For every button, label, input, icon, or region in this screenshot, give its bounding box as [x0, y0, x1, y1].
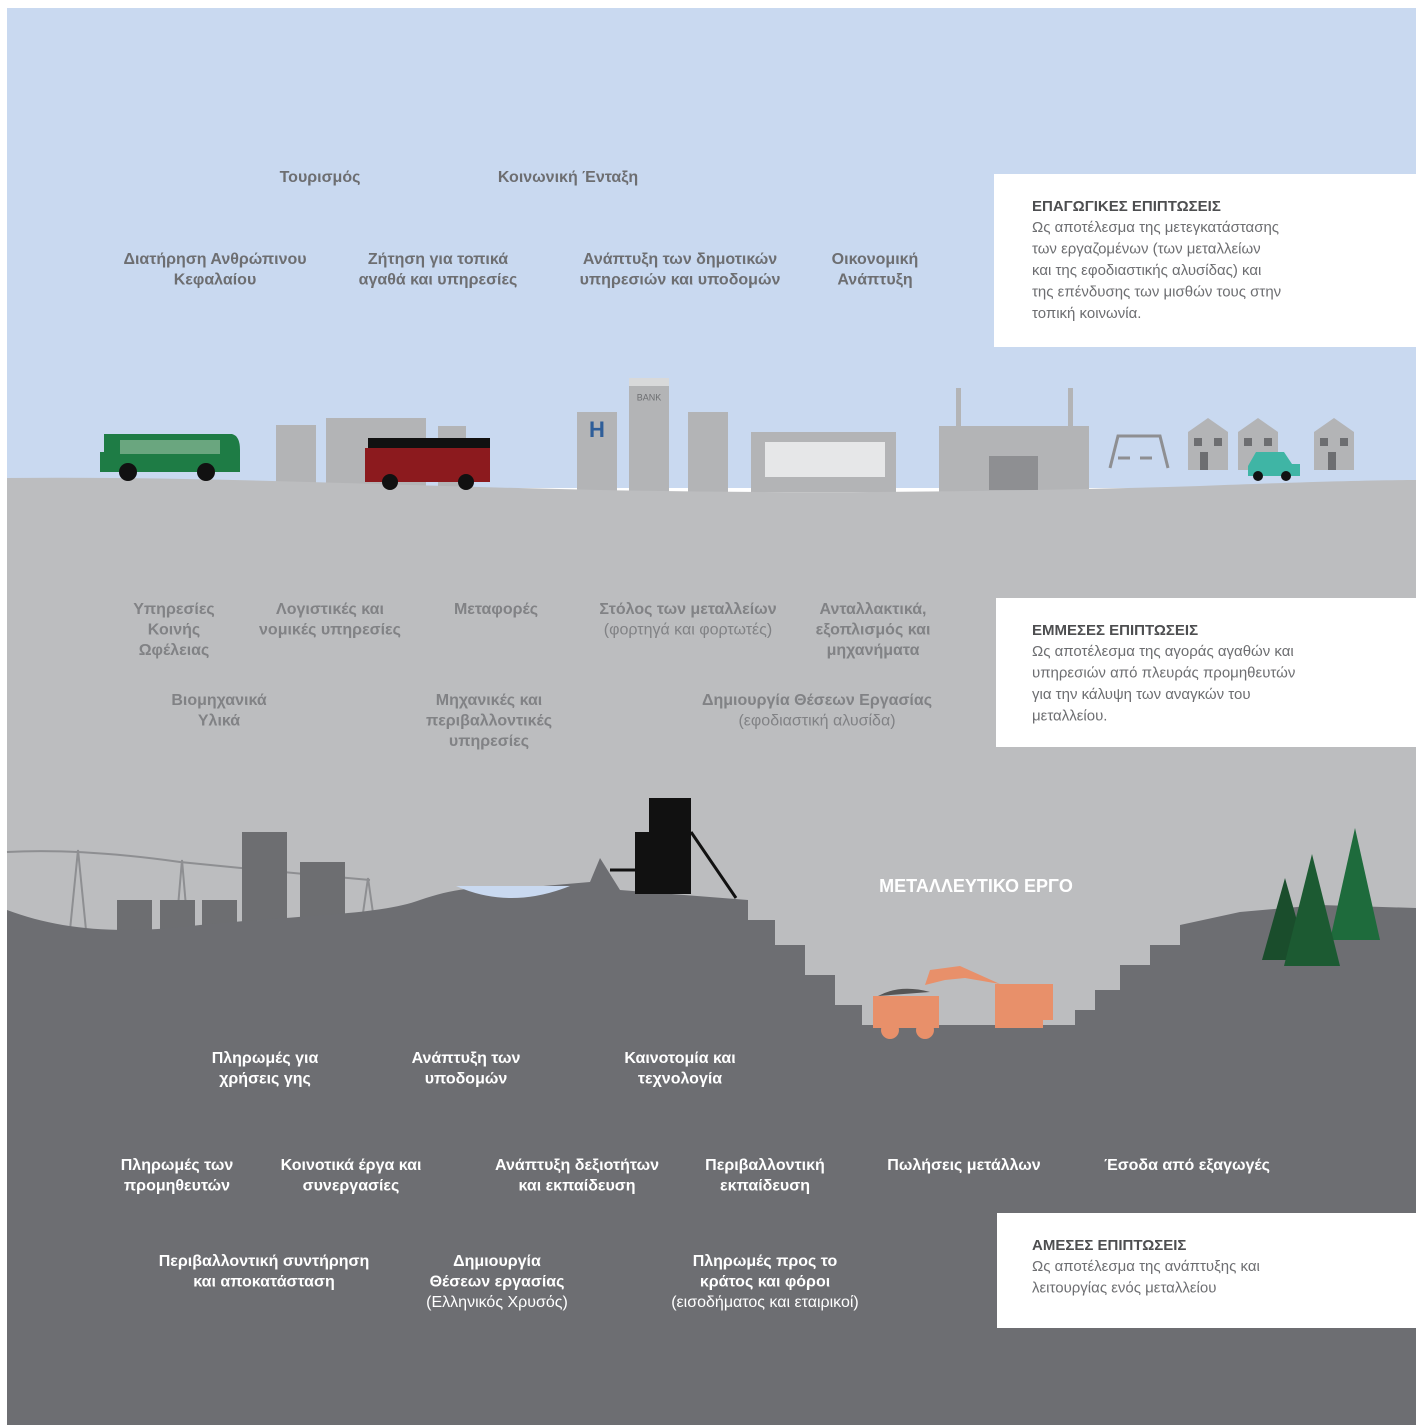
- impact-item: αγαθά και υπηρεσίες: [359, 272, 518, 289]
- impact-item: Πληρωμές για: [212, 1050, 319, 1067]
- impact-item: Ανάπτυξη των δημοτικών: [583, 251, 777, 268]
- impact-item: εξοπλισμός και: [816, 622, 931, 639]
- impact-item: Βιομηχανικά: [171, 692, 267, 709]
- impact-title: ΕΜΜΕΣΕΣ ΕΠΙΠΤΩΣΕΙΣ: [1032, 622, 1198, 639]
- hospital-sign: H: [589, 417, 605, 442]
- impact-title: ΑΜΕΣΕΣ ΕΠΙΠΤΩΣΕΙΣ: [1032, 1237, 1186, 1254]
- impact-item-note: (φορτηγά και φορτωτές): [604, 622, 772, 639]
- impact-item: προμηθευτών: [124, 1178, 230, 1195]
- impact-description: μεταλλείου.: [1032, 707, 1107, 724]
- impact-item: υπηρεσίες: [449, 733, 529, 750]
- impact-item: Περιβαλλοντική: [705, 1157, 825, 1174]
- impact-item: Κοινής: [148, 622, 200, 639]
- impact-item: Οικονομική: [832, 251, 919, 268]
- impact-item: Δημιουργία Θέσεων Εργασίας: [702, 692, 932, 709]
- impact-item: Έσοδα από εξαγωγές: [1104, 1157, 1270, 1174]
- impact-item: Πληρωμές προς το: [693, 1253, 838, 1270]
- impact-item: Μηχανικές και: [436, 692, 543, 709]
- impact-item: Ανταλλακτικά,: [819, 601, 926, 618]
- impact-item: Πωλήσεις μετάλλων: [887, 1157, 1041, 1174]
- impact-item-note: (εισοδήματος και εταιρικοί): [671, 1294, 859, 1311]
- impact-item: Περιβαλλοντική συντήρηση: [159, 1253, 370, 1270]
- impact-item: Τουρισμός: [280, 169, 361, 186]
- impact-item: συνεργασίες: [303, 1178, 400, 1195]
- impact-item: περιβαλλοντικές: [426, 713, 552, 730]
- impact-item: και αποκατάσταση: [193, 1274, 334, 1291]
- impact-item: Διατήρηση Ανθρώπινου: [123, 251, 306, 268]
- bank-sign: BANK: [637, 392, 662, 402]
- impact-description: Ως αποτέλεσμα της αγοράς αγαθών και: [1032, 643, 1294, 660]
- impact-description: τοπική κοινωνία.: [1032, 305, 1141, 322]
- impact-item: υπηρεσιών και υποδομών: [580, 272, 781, 289]
- impact-item: Καινοτομία και: [624, 1050, 735, 1067]
- mine-label: ΜΕΤΑΛΛΕΥΤΙΚΟ ΕΡΓΟ: [879, 876, 1073, 896]
- impact-description: Ως αποτέλεσμα της μετεγκατάστασης: [1032, 219, 1279, 236]
- infographic: BANK H ΜΕΤΑΛΛΕΥΤΙΚΟ ΕΡΓΟ ΕΠΑΓΩΓΙΚΕΣ ΕΠΙΠ…: [0, 0, 1419, 1425]
- impact-description: της επένδυσης των μισθών τους στην: [1032, 283, 1281, 300]
- bank-roof: [629, 378, 669, 386]
- impact-description: Ως αποτέλεσμα της ανάπτυξης και: [1032, 1258, 1260, 1275]
- impact-item: Υλικά: [198, 713, 240, 730]
- impact-item: Κοινοτικά έργα και: [281, 1157, 422, 1174]
- impact-description: και της εφοδιαστικής αλυσίδας) και: [1032, 262, 1261, 279]
- impact-item: Ανάπτυξη των: [412, 1050, 521, 1067]
- impact-item: Ανάπτυξη: [837, 272, 912, 289]
- impact-item: Λογιστικές και: [276, 601, 384, 618]
- impact-item-note: (εφοδιαστική αλυσίδα): [738, 713, 895, 730]
- mine-ground: [7, 858, 1416, 1425]
- impact-description: για την κάλυψη των αναγκών του: [1032, 686, 1251, 703]
- impact-item: Κεφαλαίου: [174, 272, 257, 289]
- impact-item: Κοινωνική Ένταξη: [498, 169, 638, 186]
- impact-item: Ζήτηση για τοπικά: [368, 251, 508, 268]
- impact-item: Ωφέλειας: [139, 642, 210, 659]
- impact-item: Θέσεων εργασίας: [430, 1274, 565, 1291]
- impact-item: Δημιουργία: [453, 1253, 541, 1270]
- impact-item: και εκπαίδευση: [518, 1178, 635, 1195]
- impact-item: Μεταφορές: [454, 601, 538, 618]
- impact-item: τεχνολογία: [638, 1071, 722, 1088]
- impact-item-note: (Ελληνικός Χρυσός): [426, 1294, 568, 1311]
- impact-item: Πληρωμές των: [121, 1157, 234, 1174]
- impact-description: των εργαζομένων (των μεταλλείων: [1032, 240, 1261, 257]
- impact-item: Υπηρεσίες: [133, 601, 215, 618]
- impact-item: υποδομών: [425, 1071, 508, 1088]
- impact-description: υπηρεσιών από πλευράς προμηθευτών: [1032, 664, 1295, 681]
- impact-item: κράτος και φόροι: [700, 1274, 830, 1291]
- impact-item: Ανάπτυξη δεξιοτήτων: [495, 1157, 659, 1174]
- impact-item: εκπαίδευση: [720, 1178, 810, 1195]
- impact-title: ΕΠΑΓΩΓΙΚΕΣ ΕΠΙΠΤΩΣΕΙΣ: [1032, 198, 1221, 215]
- impact-item: Στόλος των μεταλλείων: [599, 601, 776, 618]
- impact-item: μηχανήματα: [827, 642, 920, 659]
- impact-item: νομικές υπηρεσίες: [259, 622, 401, 639]
- impact-description: λειτουργίας ενός μεταλλείου: [1032, 1279, 1216, 1296]
- impact-item: χρήσεις γης: [219, 1071, 311, 1088]
